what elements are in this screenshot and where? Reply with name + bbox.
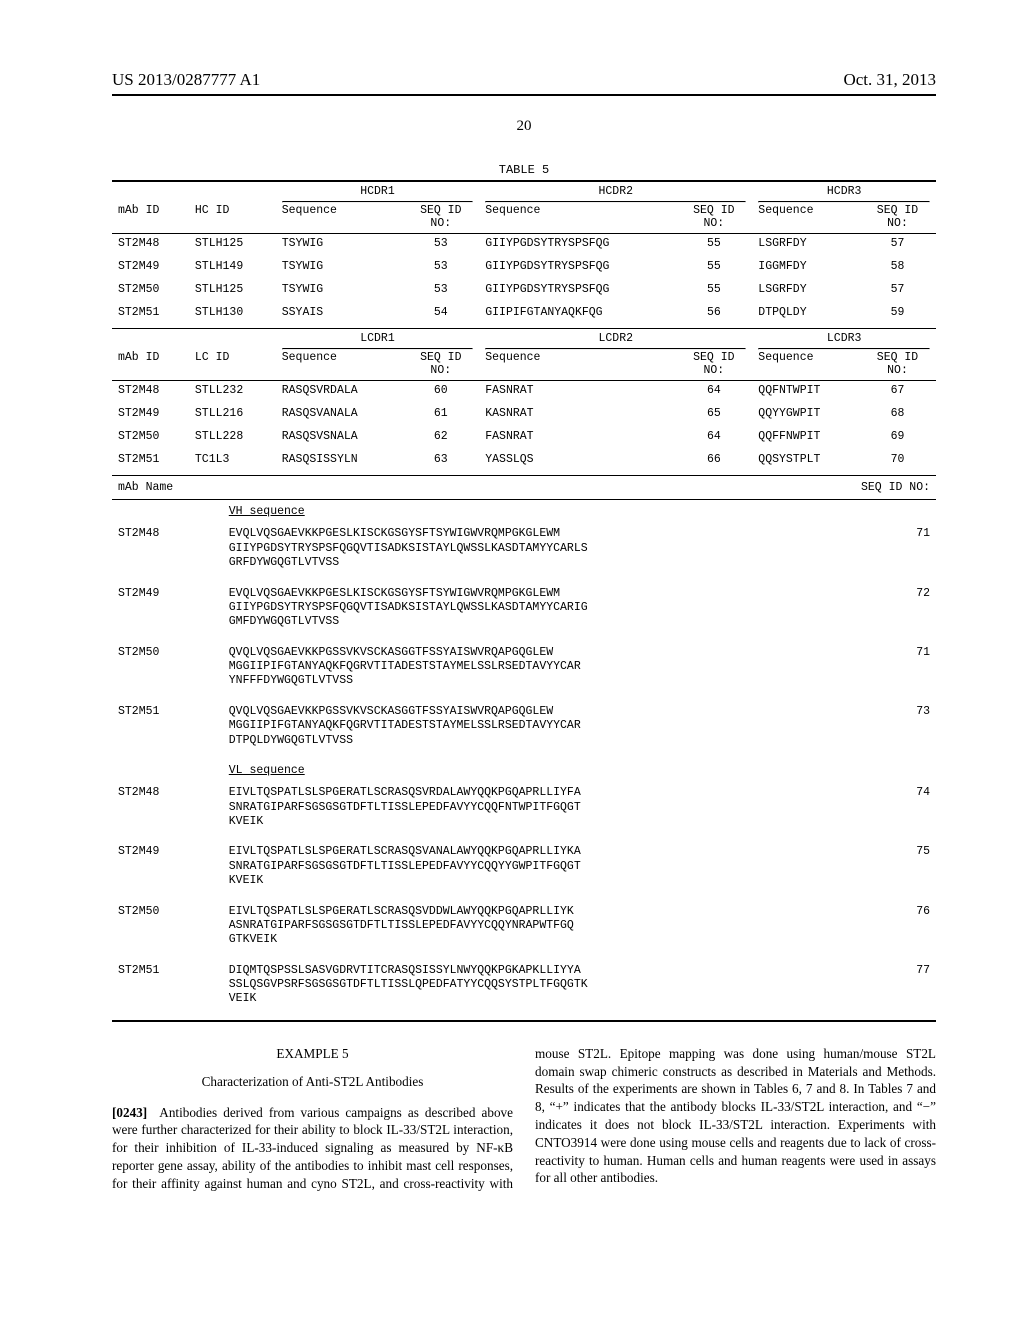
table-row: ST2M51TC1L3RASQSISSYLN63YASSLQS66QQSYSTP… [112, 451, 936, 468]
group-lcdr3: LCDR3 [827, 332, 862, 345]
example-subtitle: Characterization of Anti-ST2L Antibodies [112, 1073, 513, 1091]
table-caption: TABLE 5 [112, 163, 936, 177]
group-hcdr3: HCDR3 [827, 185, 862, 198]
vl-label: VL sequence [223, 760, 834, 782]
table-5-seq: mAb Name SEQ ID NO: VH sequence ST2M48EV… [112, 477, 936, 1023]
table-5-hcdr: HCDR1 HCDR2 HCDR3 mAb ID HC ID Sequence … [112, 179, 936, 477]
seq-row: ST2M48EIVLTQSPATLSLSPGERATLSCRASQSVRDALA… [112, 782, 936, 833]
seq-row: ST2M50EIVLTQSPATLSLSPGERATLSCRASQSVDDWLA… [112, 901, 936, 952]
page-header: US 2013/0287777 A1 Oct. 31, 2013 [112, 70, 936, 90]
table-row: ST2M48STLH125TSYWIG53GIIYPGDSYTRYSPSFQG5… [112, 235, 936, 252]
page-number: 20 [112, 118, 936, 135]
seq-col-no: SEQ ID NO: [834, 477, 936, 498]
seq-row: ST2M50QVQLVQSGAEVKKPGSSVKVSCKASGGTFSSYAI… [112, 642, 936, 693]
table-row: ST2M50STLL228RASQSVSNALA62FASNRAT64QQFFN… [112, 428, 936, 445]
pub-date: Oct. 31, 2013 [843, 70, 936, 90]
pub-number: US 2013/0287777 A1 [112, 70, 260, 90]
table-row: ST2M48STLL232RASQSVRDALA60FASNRAT64QQFNT… [112, 382, 936, 399]
table-row: ST2M49STLH149TSYWIG53GIIYPGDSYTRYSPSFQG5… [112, 258, 936, 275]
para-text: Antibodies derived from various campaign… [112, 1046, 936, 1191]
body-text: EXAMPLE 5 Characterization of Anti-ST2L … [112, 1045, 936, 1197]
seq-row: ST2M49EVQLVQSGAEVKKPGESLKISCKGSGYSFTSYWI… [112, 583, 936, 634]
patent-page: US 2013/0287777 A1 Oct. 31, 2013 20 TABL… [0, 0, 1024, 1237]
vh-label: VH sequence [223, 501, 834, 523]
header-rule [112, 94, 936, 96]
group-hcdr2: HCDR2 [599, 185, 634, 198]
paragraph-0243: [0243] Antibodies derived from various c… [112, 1045, 936, 1197]
hcdr-col-header: mAb ID HC ID Sequence SEQ ID NO: Sequenc… [112, 202, 936, 232]
table-row: ST2M49STLL216RASQSVANALA61KASNRAT65QQYYG… [112, 405, 936, 422]
seq-row: ST2M51QVQLVQSGAEVKKPGSSVKVSCKASGGTFSSYAI… [112, 701, 936, 752]
seq-row: ST2M48EVQLVQSGAEVKKPGESLKISCKGSGYSFTSYWI… [112, 523, 936, 574]
seq-col-mab: mAb Name [112, 477, 223, 498]
para-number: [0243] [112, 1105, 147, 1120]
seq-row: ST2M49EIVLTQSPATLSLSPGERATLSCRASQSVANALA… [112, 841, 936, 892]
group-hcdr1: HCDR1 [360, 185, 395, 198]
group-lcdr2: LCDR2 [599, 332, 634, 345]
table-row: ST2M50STLH125TSYWIG53GIIYPGDSYTRYSPSFQG5… [112, 281, 936, 298]
example-title: EXAMPLE 5 [112, 1045, 513, 1063]
group-lcdr1: LCDR1 [360, 332, 395, 345]
seq-row: ST2M51DIQMTQSPSSLSASVGDRVTITCRASQSISSYLN… [112, 960, 936, 1011]
table-row: ST2M51STLH130SSYAIS54GIIPIFGTANYAQKFQG56… [112, 304, 936, 321]
lcdr-col-header: mAb ID LC ID Sequence SEQ ID NO: Sequenc… [112, 349, 936, 379]
